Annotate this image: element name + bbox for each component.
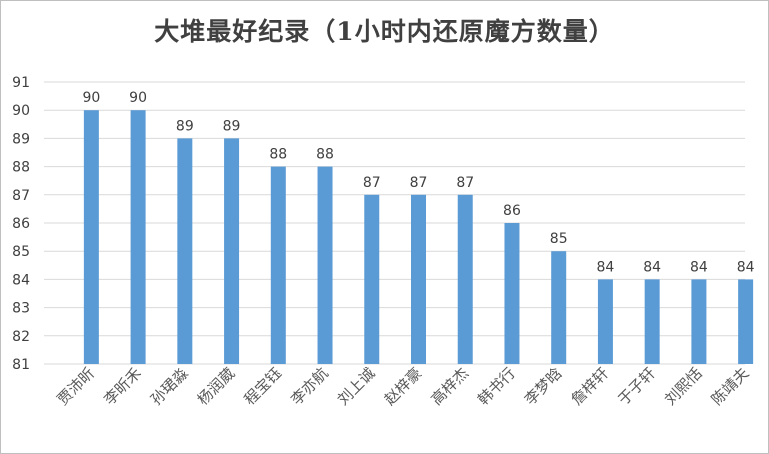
x-tick-label: 陈靖夫 (708, 364, 753, 409)
y-tick-label: 85 (12, 244, 30, 260)
bar (317, 166, 333, 364)
bar (457, 194, 473, 364)
x-tick-label: 李昕禾 (100, 364, 145, 409)
bar (691, 279, 707, 364)
y-tick-label: 84 (12, 272, 30, 288)
y-tick-label: 91 (12, 75, 30, 91)
data-label: 84 (597, 259, 615, 275)
y-tick-label: 88 (12, 160, 30, 176)
x-tick-label: 杨润葳 (194, 364, 239, 409)
x-tick-label: 于子轩 (614, 364, 659, 409)
data-label: 87 (363, 175, 381, 191)
data-label: 84 (643, 259, 661, 275)
bar (738, 279, 754, 364)
data-label: 87 (410, 175, 428, 191)
x-tick-label: 高梓杰 (428, 364, 473, 409)
bar (177, 138, 193, 364)
data-label: 88 (316, 147, 334, 163)
bar (411, 194, 426, 364)
y-tick-label: 89 (12, 131, 30, 147)
x-tick-label: 李梦晗 (521, 364, 566, 409)
x-tick-label: 韩书行 (474, 364, 519, 409)
y-tick-label: 82 (12, 329, 30, 345)
y-tick-label: 81 (12, 357, 30, 373)
bar (644, 279, 660, 364)
x-tick-label: 李亦航 (287, 364, 332, 409)
y-tick-label: 90 (12, 103, 30, 119)
y-tick-label: 86 (12, 216, 30, 232)
data-label: 89 (223, 118, 241, 134)
x-axis: 贾沛昕 李昕禾 孙珺淼 杨润葳 程宝钰 李亦航 刘上诚 赵梓豪 高梓杰 韩书行 李梦晗 詹梓轩 于子轩刘… (54, 364, 753, 409)
bar (224, 138, 240, 364)
data-labels: 90 90 89 89 88 88 87 87 87 86 85 84 84 84 84 (82, 90, 754, 275)
y-axis: 81 82 83 84 85 86 87 88 89 90 91 (12, 75, 30, 373)
x-tick-label: 贾沛昕 (54, 364, 99, 409)
data-label: 89 (176, 118, 194, 134)
x-tick-label: 赵梓豪 (381, 364, 426, 409)
gridlines (44, 81, 745, 365)
bar (551, 251, 567, 364)
bar (130, 110, 146, 364)
bars (83, 110, 754, 364)
x-tick-label: 詹梓轩 (568, 364, 613, 409)
bar (364, 194, 380, 364)
bar (270, 166, 286, 364)
bar (83, 110, 99, 364)
bar (504, 223, 520, 364)
data-label: 87 (456, 175, 474, 191)
x-tick-label: 刘上诚 (334, 364, 379, 409)
x-tick-label: 刘熙恬 (661, 364, 706, 409)
y-tick-label: 83 (12, 301, 30, 317)
data-label: 85 (550, 231, 568, 247)
data-label: 84 (690, 259, 708, 275)
data-label: 88 (269, 147, 287, 163)
data-label: 84 (737, 259, 755, 275)
bar (597, 279, 613, 364)
x-tick-label: 孙珺淼 (147, 364, 192, 409)
data-label: 86 (503, 203, 521, 219)
data-label: 90 (82, 90, 100, 106)
x-tick-label: 程宝钰 (241, 364, 286, 409)
y-tick-label: 87 (12, 188, 30, 204)
chart-title: 大堆最好纪录（1小时内还原魔方数量） (154, 17, 615, 46)
data-label: 90 (129, 90, 147, 106)
